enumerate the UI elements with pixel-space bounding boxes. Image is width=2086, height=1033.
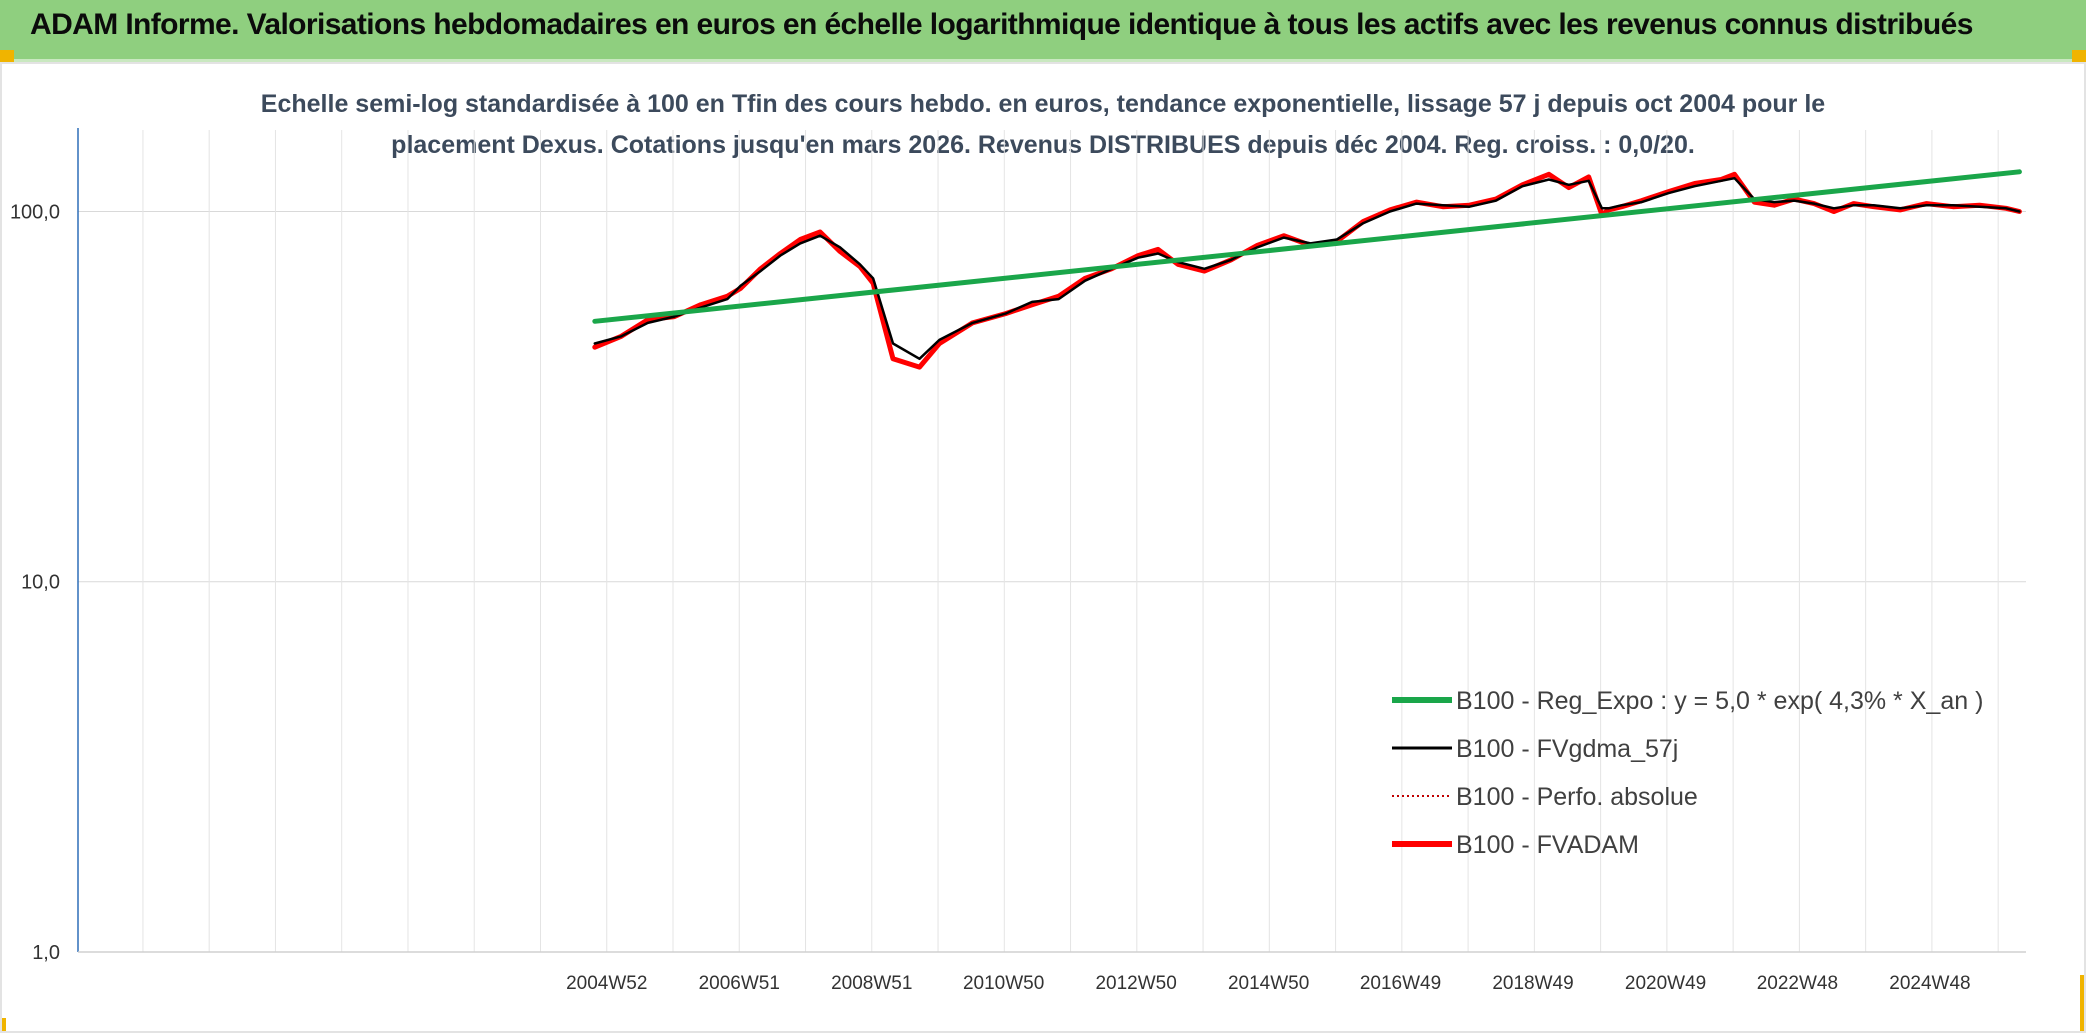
legend-label-2: B100 - FVgdma_57j (1456, 735, 1678, 763)
x-tick-label: 2012W50 (1095, 973, 1176, 994)
corner-accent-right (2072, 50, 2086, 62)
x-tick-label: 2020W49 (1625, 973, 1706, 994)
x-tick-label: 2018W49 (1492, 973, 1573, 994)
x-tick-label: 2024W48 (1889, 973, 1970, 994)
chart-grid (78, 130, 2026, 953)
chart-axes: 1,0 10,0 100,0 2004W52 2006W51 2008W51 2010W50… (10, 128, 2026, 994)
x-tick-label: 2010W50 (963, 973, 1044, 994)
chart-subtitle-line-1: Echelle semi-log standardisée à 100 en T… (261, 90, 1826, 118)
corner-accent-bottom-right (2080, 975, 2086, 1033)
x-tick-label: 2016W49 (1360, 973, 1441, 994)
legend-label-1: B100 - Reg_Expo : y = 5,0 * exp( 4,3% * … (1456, 687, 1983, 715)
corner-accent-bottom-left (0, 1018, 6, 1033)
series-line-1 (592, 169, 2022, 324)
y-tick-label: 10,0 (21, 572, 60, 594)
chart-subtitle-line-2: placement Dexus. Cotations jusqu'en mars… (391, 131, 1695, 159)
corner-accent-left (0, 50, 14, 62)
series-line-2 (593, 176, 2021, 361)
page-title: ADAM Informe. Valorisations hebdomadaire… (30, 8, 1973, 41)
chart-legend: B100 - Reg_Expo : y = 5,0 * exp( 4,3% * … (1392, 687, 1983, 859)
x-tick-label: 2008W51 (831, 973, 912, 994)
header-banner: ADAM Informe. Valorisations hebdomadaire… (0, 0, 2086, 62)
legend-label-4: B100 - FVADAM (1456, 831, 1639, 859)
legend-label-3: B100 - Perfo. absolue (1456, 783, 1698, 811)
x-tick-label: 2014W50 (1228, 973, 1309, 994)
y-tick-label: 1,0 (32, 942, 60, 964)
x-tick-label: 2006W51 (699, 973, 780, 994)
chart-series (592, 169, 2022, 370)
x-tick-label: 2004W52 (566, 973, 647, 994)
chart-subtitle: Echelle semi-log standardisée à 100 en T… (261, 90, 1826, 159)
chart-frame (0, 62, 2086, 1033)
x-tick-label: 2022W48 (1757, 973, 1838, 994)
y-tick-label: 100,0 (10, 201, 60, 223)
